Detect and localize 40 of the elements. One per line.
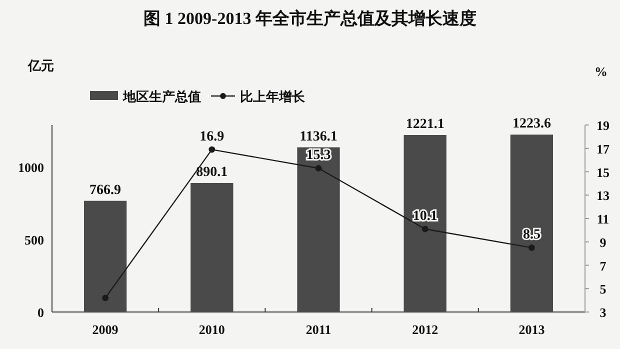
y-tick-label: 0 bbox=[38, 305, 44, 320]
x-tick-label: 2010 bbox=[198, 322, 225, 337]
x-tick-label: 2012 bbox=[412, 322, 438, 337]
y2-tick-label: 3 bbox=[600, 305, 607, 320]
y2-tick-label: 15 bbox=[596, 164, 610, 180]
y2-tick-label: 9 bbox=[600, 234, 607, 250]
data-label: 1136.1 bbox=[300, 129, 338, 144]
y2-tick-label: 19 bbox=[596, 118, 610, 133]
y2-axis-title: % bbox=[594, 64, 608, 79]
data-label: 1223.6 bbox=[512, 116, 551, 132]
data-label: 890.1 bbox=[196, 164, 228, 180]
bar bbox=[510, 134, 554, 312]
legend-label: 地区生产总值 bbox=[122, 89, 201, 104]
data-label: 16.9 bbox=[200, 130, 224, 145]
x-tick-label: 2013 bbox=[518, 322, 546, 337]
y-tick-label: 500 bbox=[24, 232, 44, 248]
bar bbox=[190, 182, 234, 312]
data-label: 1221.1 bbox=[406, 116, 444, 132]
point bbox=[422, 226, 428, 232]
bar bbox=[404, 134, 446, 312]
y2-tick-label: 7 bbox=[600, 258, 607, 274]
data-label: 766.9 bbox=[90, 182, 122, 198]
point bbox=[102, 294, 108, 302]
y2-tick-label: 5 bbox=[600, 282, 607, 297]
y-tick-label: 1000 bbox=[18, 160, 44, 176]
legend-label: 比上年增长 bbox=[240, 89, 306, 104]
chart-title: 图 1 2009-2013 年全市生产总值及其增长速度 bbox=[144, 9, 476, 28]
y-axis-title: 亿元 bbox=[27, 58, 54, 73]
bar bbox=[297, 147, 340, 312]
x-tick-label: 2009 bbox=[92, 322, 119, 337]
point bbox=[315, 165, 322, 172]
data-label: 10.1 bbox=[412, 209, 438, 224]
y2-tick-label: 13 bbox=[596, 188, 610, 204]
point bbox=[208, 146, 216, 153]
x-tick-label: 2011 bbox=[306, 322, 332, 337]
y2-tick-label: 11 bbox=[596, 212, 610, 226]
point bbox=[528, 244, 535, 251]
bar bbox=[84, 200, 127, 312]
y2-tick-label: 17 bbox=[596, 141, 610, 156]
data-label: 15.3 bbox=[306, 148, 331, 164]
